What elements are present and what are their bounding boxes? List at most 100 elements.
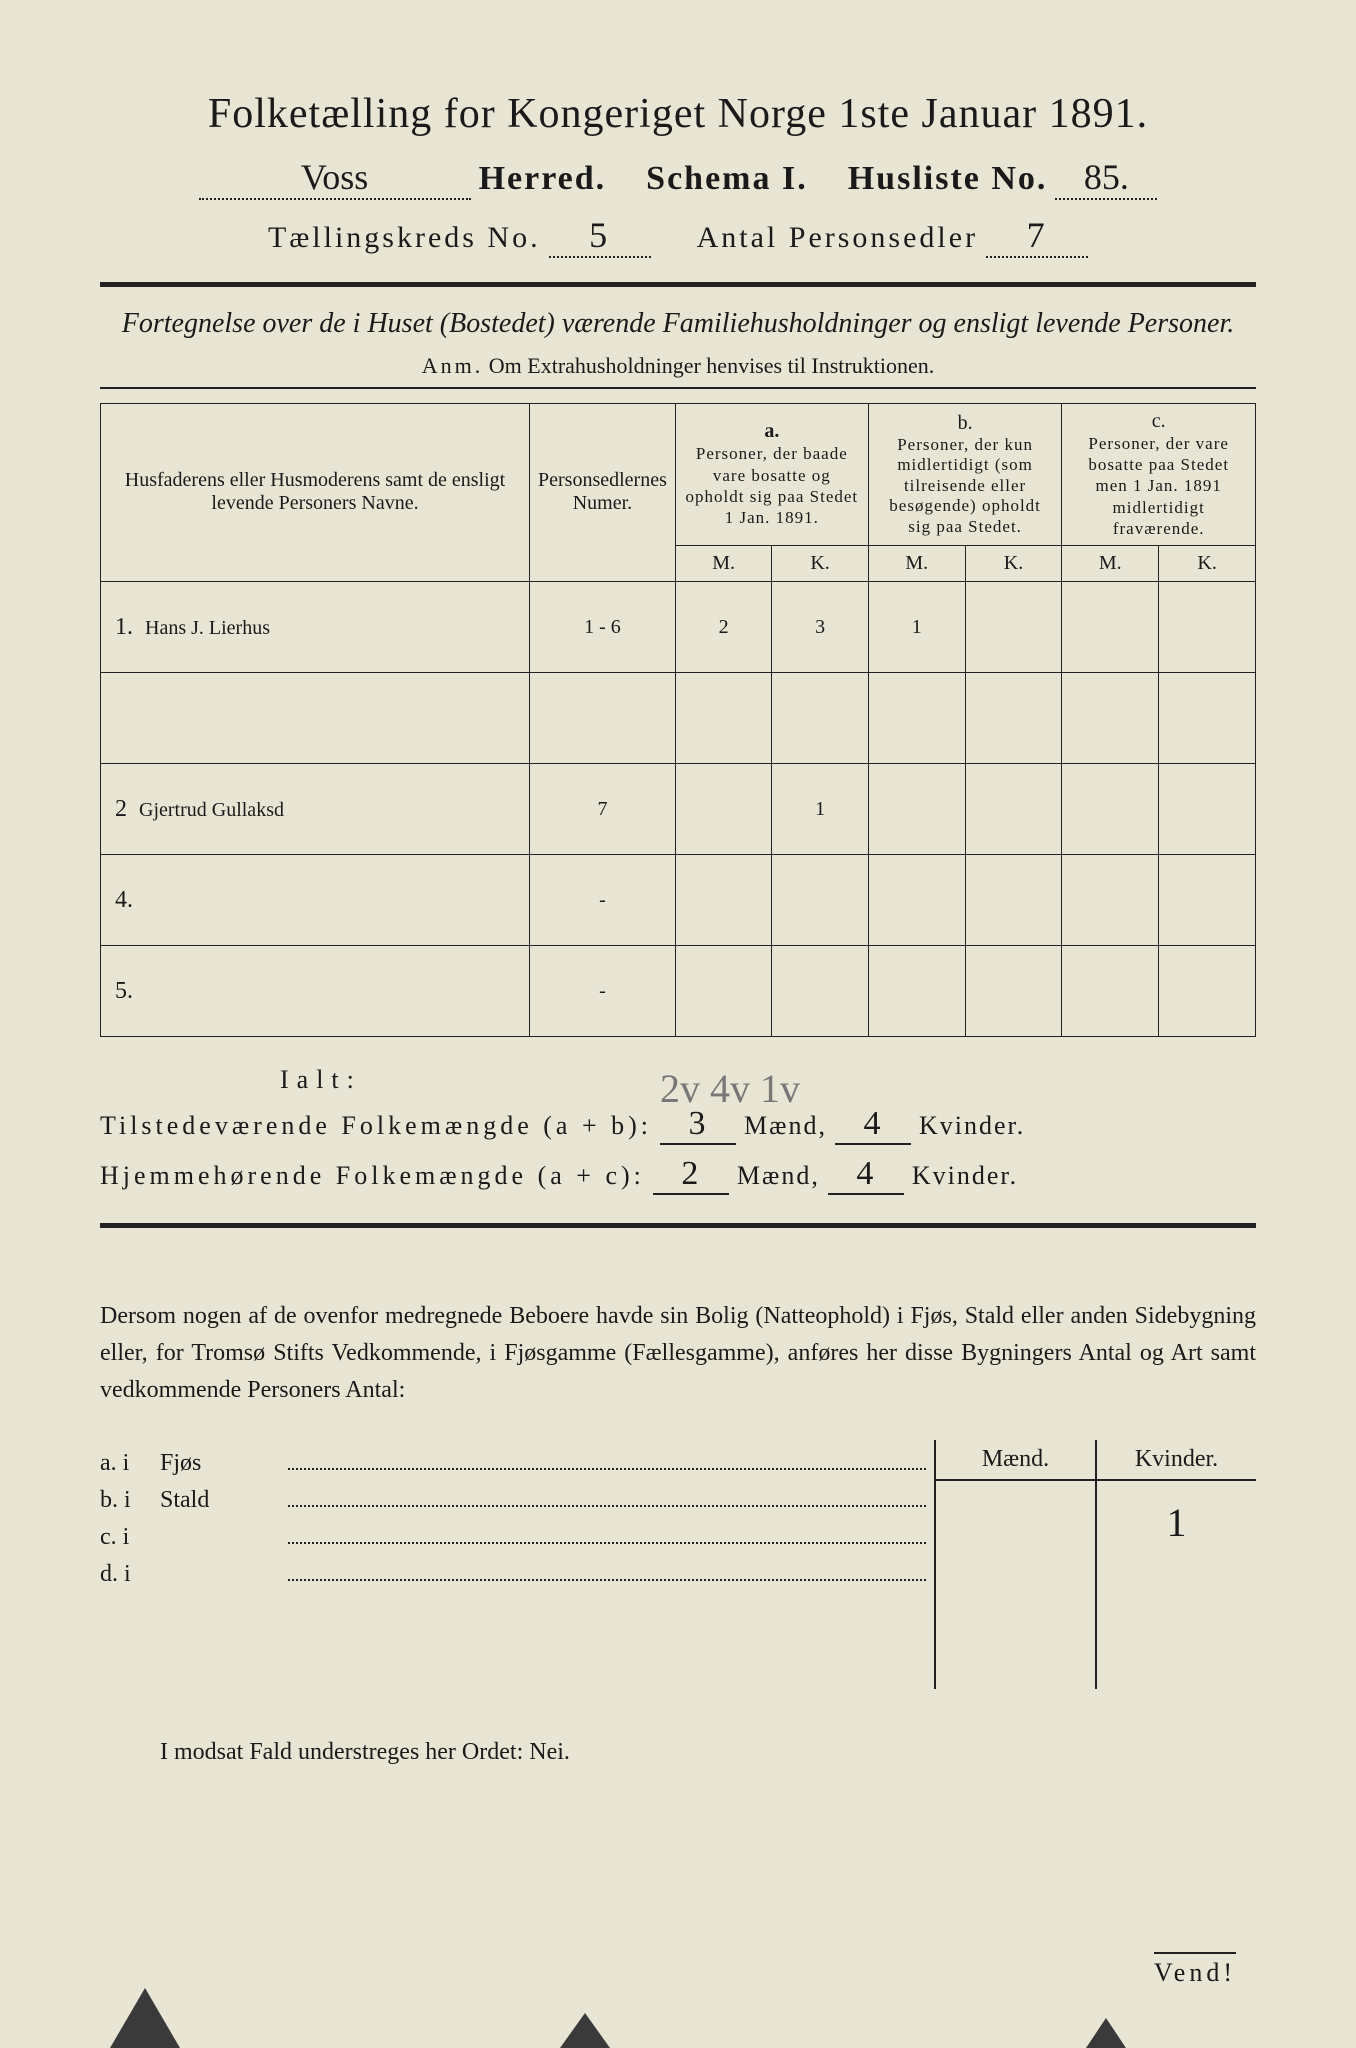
maend-head: Mænd. xyxy=(936,1440,1095,1481)
sum-line-ac: Hjemmehørende Folkemængde (a + c): 2 Mæn… xyxy=(100,1155,1256,1195)
maend-value xyxy=(936,1481,1095,1689)
col-c-m: M. xyxy=(1062,546,1159,582)
table-body: 1.Hans J. Lierhus1 - 62312Gjertrud Gulla… xyxy=(101,582,1256,1037)
dotted-fill xyxy=(288,1561,926,1581)
outbuilding-line: b. iStald xyxy=(100,1487,934,1514)
schema-label: Schema I. xyxy=(646,160,808,198)
anm-label: Anm. xyxy=(422,353,484,378)
kvinder-label: Kvinder. xyxy=(919,1111,1025,1141)
b-m-cell xyxy=(868,673,965,764)
antal-label: Antal Personsedler xyxy=(697,221,978,255)
divider xyxy=(100,282,1256,287)
a-m-cell xyxy=(675,764,772,855)
b-m-cell xyxy=(868,855,965,946)
b-m-cell: 1 xyxy=(868,582,965,673)
anm-line: Anm. Om Extrahusholdninger henvises til … xyxy=(100,353,1256,379)
b-m-cell xyxy=(868,764,965,855)
table-row: 5.- xyxy=(101,946,1256,1037)
outbuilding-block: a. iFjøsb. iStaldc. id. i Mænd. Kvinder.… xyxy=(100,1440,1256,1689)
table-row: 1.Hans J. Lierhus1 - 6231 xyxy=(101,582,1256,673)
torn-edge xyxy=(1086,2018,1126,2048)
sum-ab-k: 4 xyxy=(835,1105,911,1145)
c-k-cell xyxy=(1159,582,1256,673)
a-k-cell xyxy=(772,946,868,1037)
sum-ac-label: Hjemmehørende Folkemængde (a + c): xyxy=(100,1161,645,1191)
a-m-cell xyxy=(675,855,772,946)
maend-label: Mænd, xyxy=(744,1111,827,1141)
col-name-head: Husfaderens eller Husmoderens samt de en… xyxy=(101,403,530,581)
a-k-cell: 3 xyxy=(772,582,868,673)
a-m-cell xyxy=(675,673,772,764)
col-c-head: c. Personer, der vare bosatte paa Stedet… xyxy=(1062,403,1256,545)
maend-column: Mænd. xyxy=(936,1440,1097,1689)
table-row: 4.- xyxy=(101,855,1256,946)
c-m-cell xyxy=(1062,764,1159,855)
table-row: 2Gjertrud Gullaksd71 xyxy=(101,764,1256,855)
kreds-label: Tællingskreds No. xyxy=(268,221,541,255)
nei-line: I modsat Fald understreges her Ordet: Ne… xyxy=(160,1739,1256,1766)
a-k-cell xyxy=(772,855,868,946)
b-m-cell xyxy=(868,946,965,1037)
a-k-cell xyxy=(772,673,868,764)
husliste-field: 85. xyxy=(1055,156,1157,200)
num-cell: 1 - 6 xyxy=(530,582,676,673)
c-k-cell xyxy=(1159,946,1256,1037)
c-m-cell xyxy=(1062,855,1159,946)
c-k-cell xyxy=(1159,855,1256,946)
c-k-cell xyxy=(1159,673,1256,764)
header-row-2: Tællingskreds No. 5 Antal Personsedler 7 xyxy=(100,214,1256,258)
pencil-scribble: 2v 4v 1v xyxy=(660,1065,800,1112)
a-m-cell: 2 xyxy=(675,582,772,673)
sum-ac-m: 2 xyxy=(653,1155,729,1195)
antal-field: 7 xyxy=(986,214,1088,258)
line-kind: Stald xyxy=(160,1487,280,1514)
b-k-cell xyxy=(965,855,1062,946)
herred-label: Herred. xyxy=(479,160,607,198)
dotted-fill xyxy=(288,1487,926,1507)
kvinder-value: 1 xyxy=(1097,1481,1256,1689)
col-a-m: M. xyxy=(675,546,772,582)
col-num-head: Personsedlernes Numer. xyxy=(530,403,676,581)
col-b-m: M. xyxy=(868,546,965,582)
line-label: b. i xyxy=(100,1487,160,1514)
b-k-cell xyxy=(965,946,1062,1037)
sum-ab-label: Tilstedeværende Folkemængde (a + b): xyxy=(100,1111,652,1141)
outbuilding-line: a. iFjøs xyxy=(100,1450,934,1477)
c-m-cell xyxy=(1062,582,1159,673)
subtitle: Fortegnelse over de i Huset (Bostedet) v… xyxy=(100,305,1256,343)
name-cell: 5. xyxy=(101,946,530,1037)
col-b-head: b. Personer, der kun midlertidigt (som t… xyxy=(868,403,1062,545)
torn-edge xyxy=(560,2013,610,2048)
census-form-page: Folketælling for Kongeriget Norge 1ste J… xyxy=(0,0,1356,2048)
anm-text: Om Extrahusholdninger henvises til Instr… xyxy=(489,353,934,378)
maend-label: Mænd, xyxy=(737,1161,820,1191)
header-row-1: Voss Herred. Schema I. Husliste No. 85. xyxy=(100,156,1256,200)
outbuilding-line: d. i xyxy=(100,1561,934,1588)
divider xyxy=(100,1223,1256,1228)
line-kind: Fjøs xyxy=(160,1450,280,1477)
col-a-k: K. xyxy=(772,546,868,582)
kreds-field: 5 xyxy=(549,214,651,258)
c-k-cell xyxy=(1159,764,1256,855)
a-m-cell xyxy=(675,946,772,1037)
a-k-cell: 1 xyxy=(772,764,868,855)
col-a-head: a. Personer, der baade vare bosatte og o… xyxy=(675,403,868,545)
name-cell xyxy=(101,673,530,764)
line-label: d. i xyxy=(100,1561,160,1588)
kvinder-head: Kvinder. xyxy=(1097,1440,1256,1481)
col-c-k: K. xyxy=(1159,546,1256,582)
num-cell: - xyxy=(530,946,676,1037)
table-row xyxy=(101,673,1256,764)
col-b-k: K. xyxy=(965,546,1062,582)
b-k-cell xyxy=(965,673,1062,764)
line-label: c. i xyxy=(100,1524,160,1551)
name-cell: 2Gjertrud Gullaksd xyxy=(101,764,530,855)
census-table: Husfaderens eller Husmoderens samt de en… xyxy=(100,403,1256,1037)
outbuilding-line: c. i xyxy=(100,1524,934,1551)
herred-field: Voss xyxy=(199,156,471,200)
vend-label: Vend! xyxy=(1154,1952,1236,1988)
name-cell: 4. xyxy=(101,855,530,946)
husliste-label: Husliste No. xyxy=(848,160,1048,198)
name-cell: 1.Hans J. Lierhus xyxy=(101,582,530,673)
kvinder-label: Kvinder. xyxy=(912,1161,1018,1191)
